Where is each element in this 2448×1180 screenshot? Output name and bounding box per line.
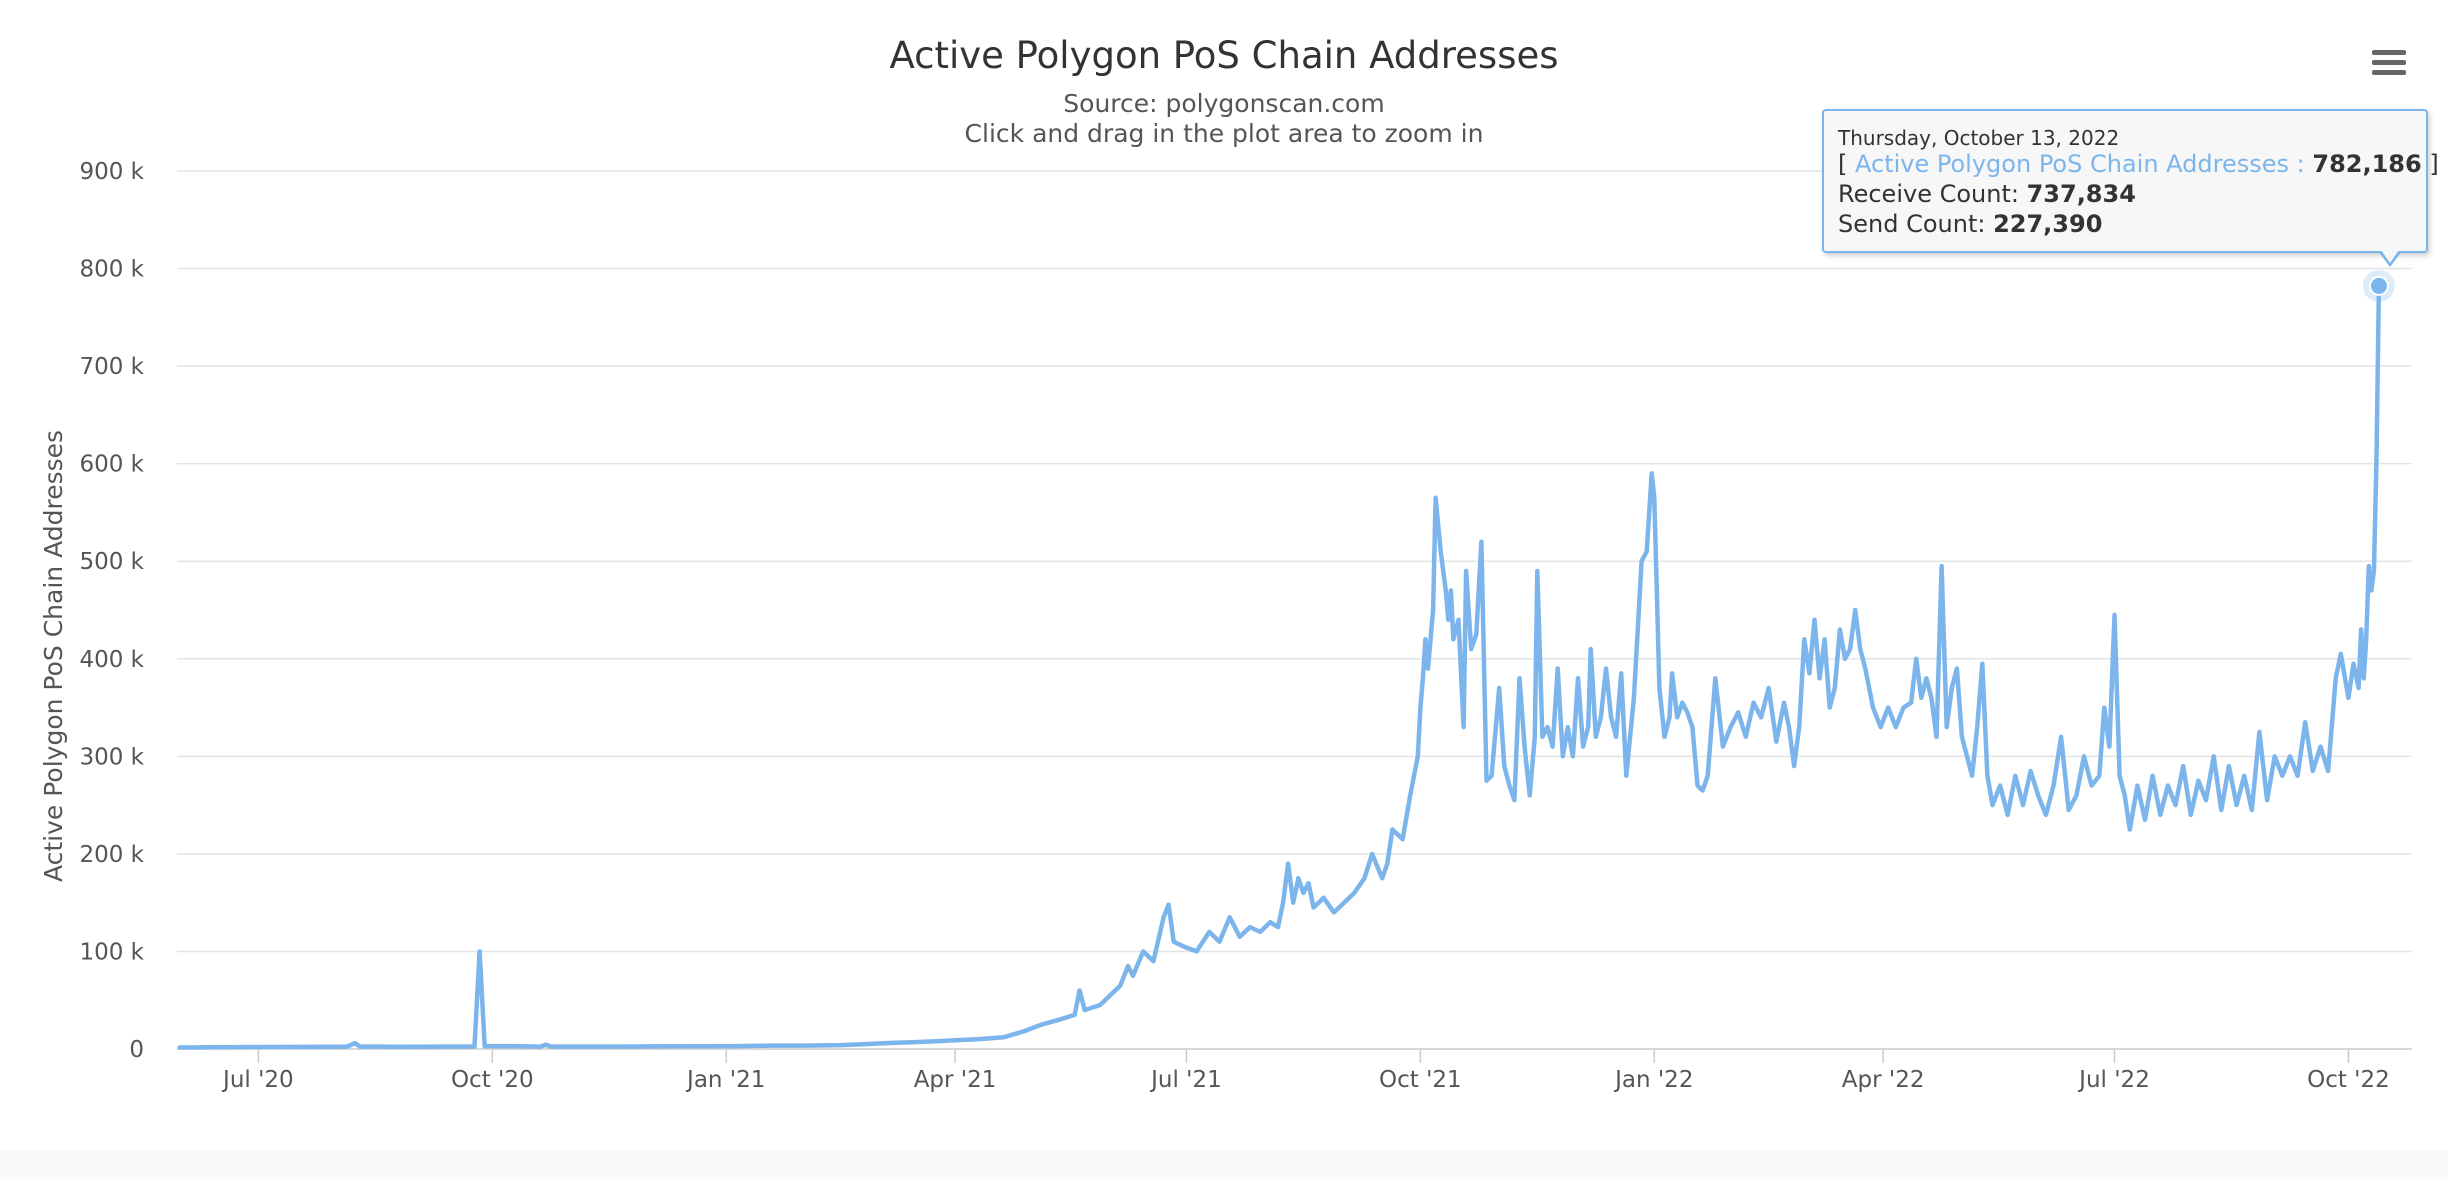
- y-tick-label: 300 k: [79, 744, 144, 770]
- tooltip-open-bracket: [: [1838, 150, 1848, 178]
- x-tick-label: Jul '20: [221, 1067, 294, 1093]
- tooltip: Thursday, October 13, 2022 [ Active Poly…: [1822, 109, 2439, 253]
- y-tick-label: 600 k: [79, 452, 144, 478]
- x-tick-label: Oct '20: [451, 1067, 534, 1093]
- chart-title: Active Polygon PoS Chain Addresses: [889, 34, 1558, 77]
- page-footer-strip: [0, 1150, 2448, 1180]
- x-tick-label: Jul '22: [2077, 1067, 2150, 1093]
- tooltip-separator: :: [2296, 150, 2305, 178]
- zoom-instruction: Click and drag in the plot area to zoom …: [965, 119, 1484, 148]
- y-tick-label: 400 k: [79, 647, 144, 673]
- series-line[interactable]: [177, 283, 2382, 1050]
- hamburger-menu-icon: [2372, 50, 2406, 55]
- tooltip-series-value: 782,186: [2312, 150, 2422, 178]
- tooltip-series-row: [ Active Polygon PoS Chain Addresses : 7…: [1838, 149, 2439, 179]
- x-tick-label: Oct '22: [2307, 1067, 2390, 1093]
- tooltip-receive-value: 737,834: [2026, 180, 2136, 208]
- tooltip-send-value: 227,390: [1993, 210, 2103, 238]
- y-tick-label: 200 k: [79, 842, 144, 868]
- y-tick-label: 100 k: [79, 939, 144, 965]
- plot-area[interactable]: [177, 283, 2382, 1050]
- y-tick-label: 800 k: [79, 257, 144, 283]
- tooltip-receive-label: Receive Count:: [1838, 180, 2019, 208]
- y-tick-label: 700 k: [79, 354, 144, 380]
- tooltip-send-label: Send Count:: [1838, 210, 1986, 238]
- y-axis-label: Active Polygon PoS Chain Addresses: [39, 430, 68, 882]
- tooltip-send-row: Send Count: 227,390: [1838, 209, 2412, 239]
- tooltip-pointer-fill: [2381, 250, 2399, 263]
- hamburger-menu-icon-bar: [2372, 70, 2406, 75]
- hover-marker: [2362, 269, 2395, 302]
- tooltip-series-name: Active Polygon PoS Chain Addresses: [1855, 150, 2290, 178]
- hamburger-menu-icon-bar: [2372, 60, 2406, 65]
- hover-point: [2368, 275, 2389, 296]
- tooltip-close-bracket: ]: [2429, 150, 2439, 178]
- tooltip-date: Thursday, October 13, 2022: [1838, 126, 2120, 150]
- y-tick-label: 900 k: [79, 159, 144, 185]
- y-axis-ticks: 0 100 k 200 k 300 k 400 k 500 k 600 k 700 k 800 …: [79, 159, 144, 1063]
- x-tick-label: Apr '22: [1842, 1067, 1925, 1093]
- x-tick-label: Jan '22: [1613, 1067, 1693, 1093]
- x-tick-label: Jan '21: [685, 1067, 765, 1093]
- y-tick-label: 0: [129, 1037, 144, 1063]
- x-tick-label: Apr '21: [914, 1067, 997, 1093]
- chart-subtitle: Source: polygonscan.com: [1063, 89, 1384, 118]
- y-tick-label: 500 k: [79, 549, 144, 575]
- chart-menu-button[interactable]: [2372, 50, 2406, 78]
- x-tick-label: Jul '21: [1149, 1067, 1222, 1093]
- tooltip-receive-row: Receive Count: 737,834: [1838, 179, 2412, 209]
- x-tick-label: Oct '21: [1379, 1067, 1462, 1093]
- grid-lines: [177, 170, 2412, 1050]
- x-axis-ticks: Jul '20 Oct '20 Jan '21 Apr '21 Jul '21 Oct '…: [221, 1049, 2390, 1093]
